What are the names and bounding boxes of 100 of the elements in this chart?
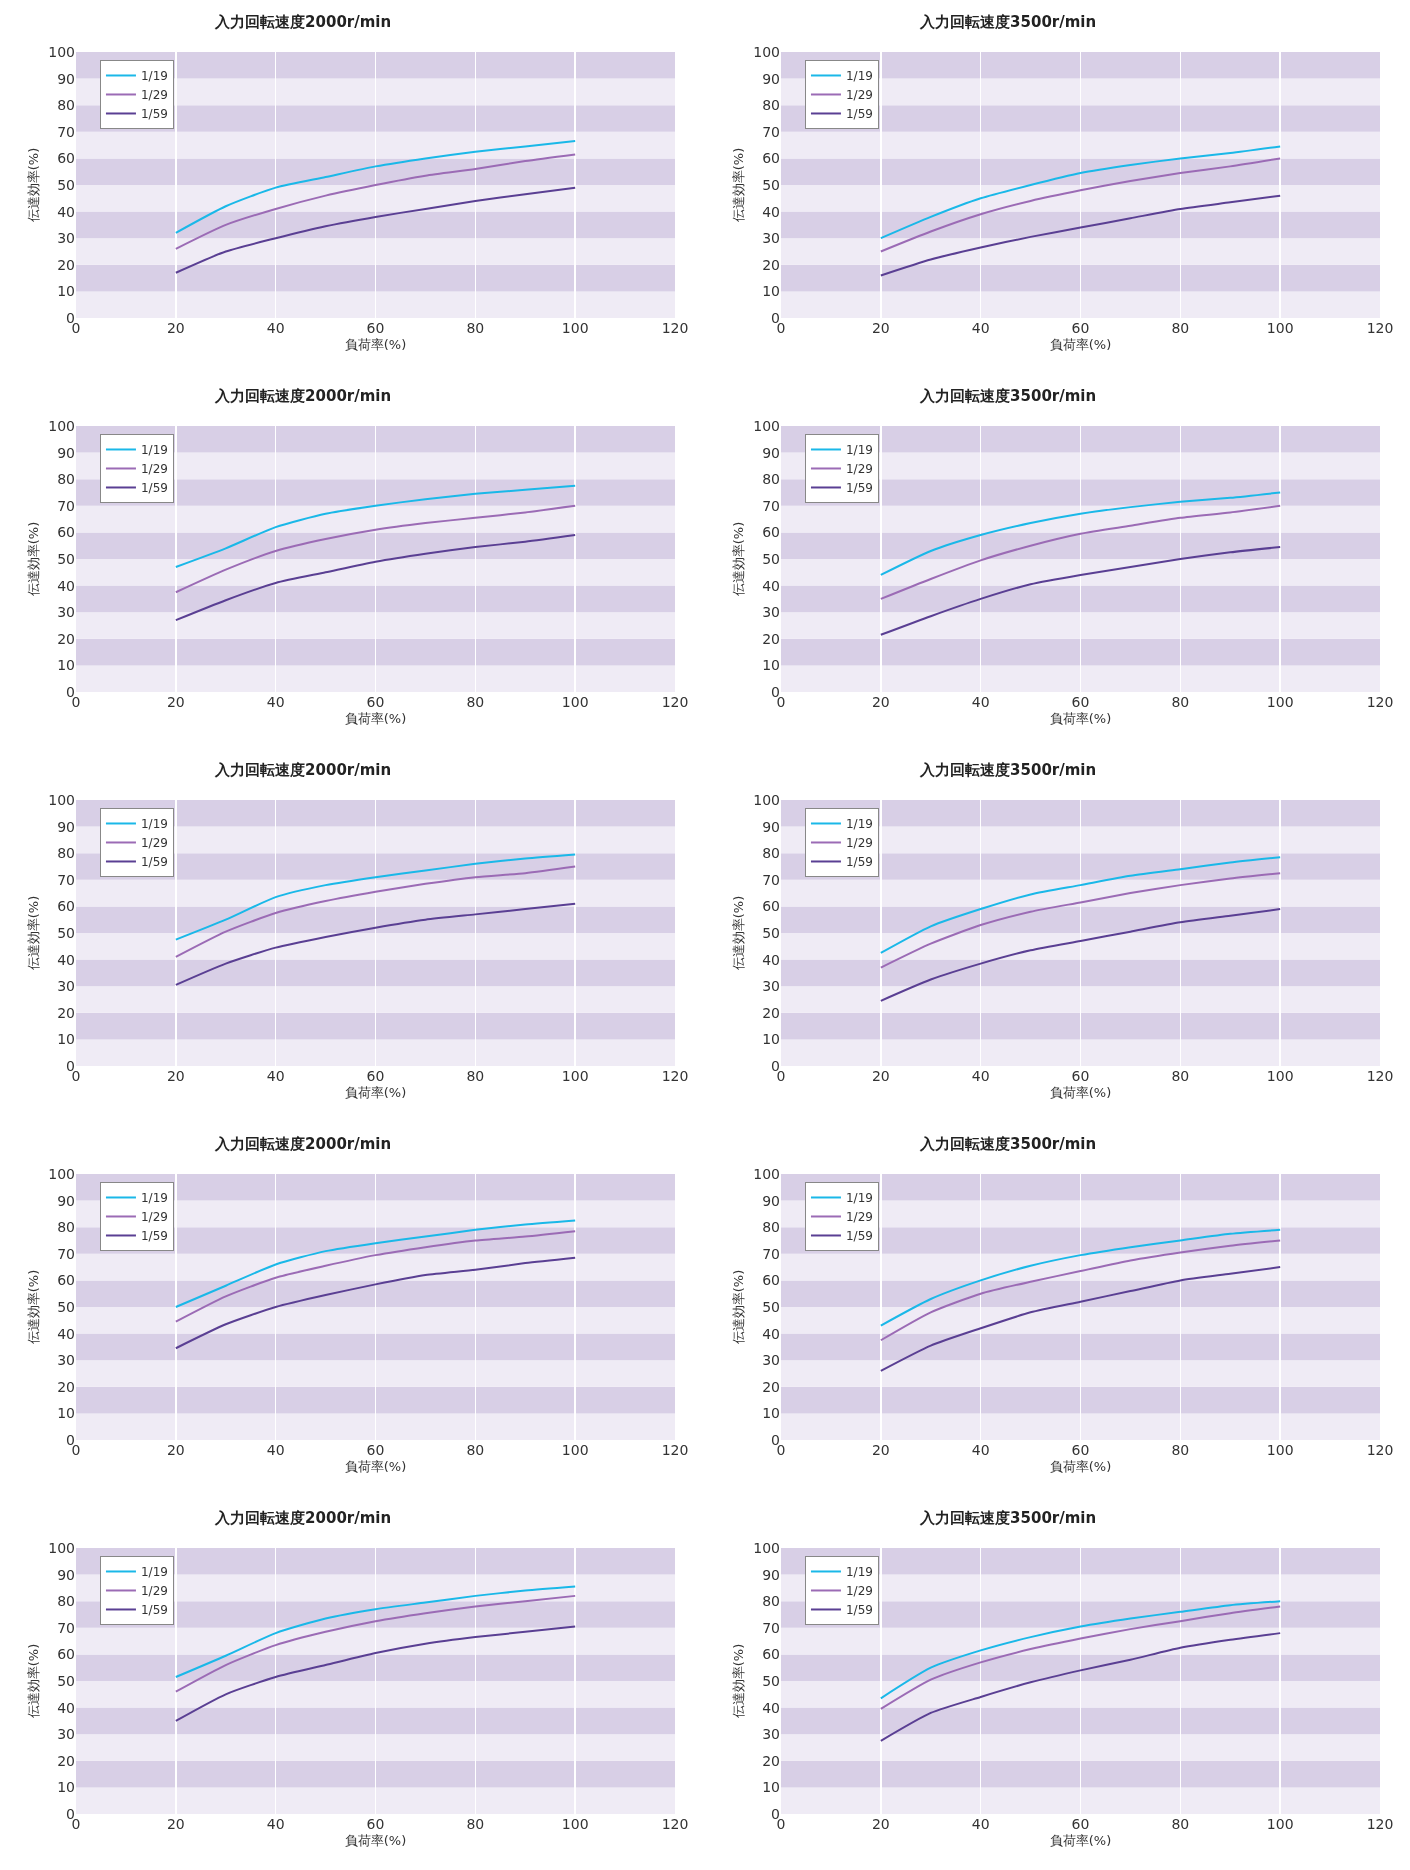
x-axis-title: 負荷率(%) xyxy=(344,1084,407,1100)
x-tick-label: 40 xyxy=(266,1442,285,1458)
y-tick-label: 40 xyxy=(57,1325,75,1342)
y-tick-label: 90 xyxy=(762,818,780,835)
x-tick-label: 120 xyxy=(661,320,689,336)
x-tick-label: 40 xyxy=(971,1816,990,1832)
y-tick-label: 80 xyxy=(762,845,780,862)
x-tick-label: 80 xyxy=(1171,1816,1190,1832)
x-tick-label: 100 xyxy=(1266,1442,1294,1458)
y-tick-label: 60 xyxy=(762,1272,780,1289)
y-tick-label: 70 xyxy=(57,1245,75,1262)
x-axis-title: 負荷率(%) xyxy=(344,1832,407,1848)
y-tick-label: 30 xyxy=(762,1726,780,1743)
x-tick-label: 120 xyxy=(1366,1068,1394,1084)
x-tick-label: 40 xyxy=(266,1816,285,1832)
x-tick-label: 20 xyxy=(871,1068,890,1084)
x-tick-label: 40 xyxy=(971,320,990,336)
y-tick-label: 10 xyxy=(57,283,75,300)
legend-label: 1/59 xyxy=(140,1603,168,1618)
y-tick-label: 20 xyxy=(57,256,75,273)
y-tick-label: 90 xyxy=(762,444,780,461)
x-tick-label: 60 xyxy=(1071,1068,1090,1084)
chart-title: 入力回転速度3500r/min xyxy=(919,13,1097,32)
legend-label: 1/59 xyxy=(845,481,873,496)
x-tick-label: 20 xyxy=(166,1068,185,1084)
y-tick-label: 10 xyxy=(762,1779,780,1796)
legend-label: 1/19 xyxy=(140,1191,168,1206)
y-tick-label: 80 xyxy=(762,471,780,488)
legend-label: 1/19 xyxy=(140,817,168,832)
y-tick-label: 10 xyxy=(57,1779,75,1796)
y-tick-label: 50 xyxy=(762,176,780,193)
y-tick-label: 80 xyxy=(57,1593,75,1610)
y-axis-title: 伝達効率(%) xyxy=(26,521,42,597)
x-tick-label: 80 xyxy=(466,1068,485,1084)
y-tick-label: 10 xyxy=(57,1405,75,1422)
y-tick-label: 40 xyxy=(57,577,75,594)
y-tick-label: 100 xyxy=(753,417,780,434)
y-tick-label: 70 xyxy=(57,1619,75,1636)
legend-label: 1/59 xyxy=(845,855,873,870)
y-tick-label: 80 xyxy=(762,1219,780,1236)
y-tick-label: 20 xyxy=(762,1378,780,1395)
y-tick-label: 100 xyxy=(48,43,75,60)
x-tick-label: 100 xyxy=(1266,320,1294,336)
y-tick-label: 60 xyxy=(57,150,75,167)
chart-title: 入力回転速度3500r/min xyxy=(919,761,1097,780)
legend-label: 1/19 xyxy=(845,1565,873,1580)
legend-label: 1/19 xyxy=(845,69,873,84)
legend-label: 1/29 xyxy=(140,1210,168,1225)
y-tick-label: 70 xyxy=(57,871,75,888)
y-tick-label: 80 xyxy=(762,1593,780,1610)
x-axis-title: 負荷率(%) xyxy=(344,710,407,726)
y-tick-label: 10 xyxy=(762,1031,780,1048)
y-tick-label: 10 xyxy=(57,1031,75,1048)
x-tick-label: 100 xyxy=(1266,694,1294,710)
x-tick-label: 20 xyxy=(166,1442,185,1458)
y-axis-title: 伝達効率(%) xyxy=(26,1269,42,1345)
x-tick-label: 120 xyxy=(661,1816,689,1832)
x-tick-label: 60 xyxy=(366,1442,385,1458)
y-tick-label: 20 xyxy=(57,1004,75,1021)
y-tick-label: 30 xyxy=(762,604,780,621)
x-tick-label: 60 xyxy=(366,1816,385,1832)
x-tick-label: 80 xyxy=(1171,320,1190,336)
y-tick-label: 20 xyxy=(57,630,75,647)
legend-label: 1/29 xyxy=(140,88,168,103)
y-tick-label: 100 xyxy=(48,791,75,808)
x-tick-label: 120 xyxy=(661,1068,689,1084)
legend-label: 1/29 xyxy=(845,1584,873,1599)
x-tick-label: 60 xyxy=(1071,694,1090,710)
y-tick-label: 10 xyxy=(762,1405,780,1422)
x-tick-label: 60 xyxy=(366,320,385,336)
y-tick-label: 60 xyxy=(57,1646,75,1663)
y-axis-title: 伝達効率(%) xyxy=(26,1643,42,1719)
y-tick-label: 60 xyxy=(57,1272,75,1289)
y-tick-label: 80 xyxy=(57,97,75,114)
legend-label: 1/19 xyxy=(845,443,873,458)
y-tick-label: 70 xyxy=(762,497,780,514)
legend-label: 1/19 xyxy=(845,817,873,832)
y-tick-label: 90 xyxy=(57,70,75,87)
x-tick-label: 120 xyxy=(1366,1816,1394,1832)
x-tick-label: 60 xyxy=(1071,1442,1090,1458)
x-axis-title: 負荷率(%) xyxy=(1049,1084,1112,1100)
y-tick-label: 50 xyxy=(57,924,75,941)
legend-label: 1/29 xyxy=(845,836,873,851)
legend-label: 1/59 xyxy=(845,1229,873,1244)
x-tick-label: 20 xyxy=(166,320,185,336)
x-tick-label: 60 xyxy=(1071,320,1090,336)
y-tick-label: 40 xyxy=(762,1325,780,1342)
x-tick-label: 40 xyxy=(266,320,285,336)
chart-title: 入力回転速度2000r/min xyxy=(214,387,392,406)
chart-title: 入力回転速度3500r/min xyxy=(919,1135,1097,1154)
legend-label: 1/19 xyxy=(845,1191,873,1206)
y-tick-label: 30 xyxy=(762,1352,780,1369)
y-tick-label: 30 xyxy=(57,1352,75,1369)
legend-label: 1/29 xyxy=(140,836,168,851)
y-tick-label: 30 xyxy=(762,978,780,995)
legend-label: 1/59 xyxy=(140,1229,168,1244)
chart-title: 入力回転速度3500r/min xyxy=(919,1509,1097,1528)
y-tick-label: 10 xyxy=(762,657,780,674)
x-axis-title: 負荷率(%) xyxy=(1049,1832,1112,1848)
y-tick-label: 20 xyxy=(762,1752,780,1769)
